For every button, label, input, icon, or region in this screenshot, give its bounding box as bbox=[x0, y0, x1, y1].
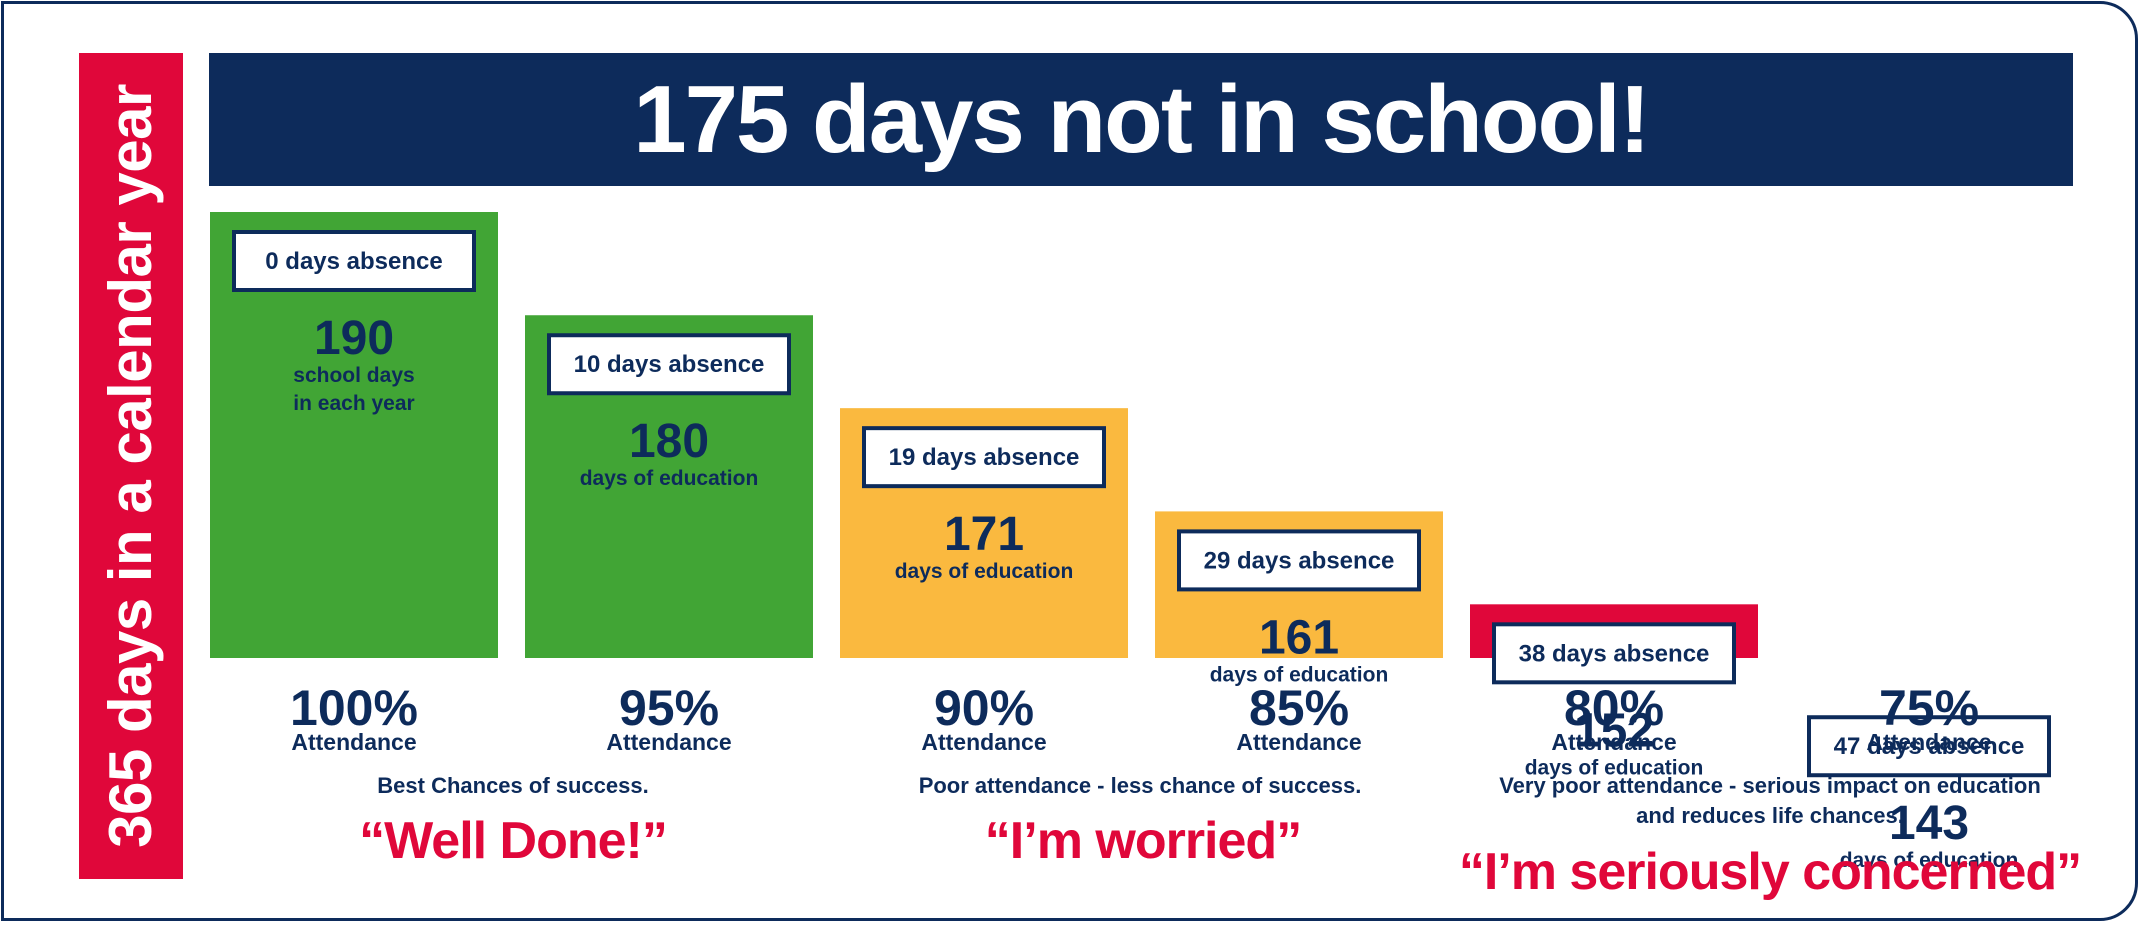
chart-title: 175 days not in school! bbox=[633, 65, 1651, 173]
absence-label-box bbox=[1177, 529, 1421, 592]
group-note-line: and reduces life chances. bbox=[1636, 803, 1904, 828]
group-quote-3: “I’m seriously concerned” bbox=[1458, 843, 2082, 901]
data-label-value: 152 bbox=[1574, 704, 1654, 757]
group-note-line: Very poor attendance - serious impact on… bbox=[1499, 773, 2041, 798]
data-label-caption: days of education bbox=[895, 560, 1074, 583]
absence-label: 10 days absence bbox=[574, 351, 765, 378]
data-label-value: 190 bbox=[314, 312, 394, 365]
group-quote-1: “Well Done!” bbox=[359, 812, 668, 870]
group-note-1: Best Chances of success. bbox=[210, 771, 816, 801]
absence-label-box bbox=[232, 230, 476, 292]
data-label-caption: days of education bbox=[1210, 663, 1389, 686]
absence-label: 19 days absence bbox=[889, 444, 1080, 471]
group-note-3: Very poor attendance - serious impact on… bbox=[1400, 771, 2140, 831]
data-label-caption: days of education bbox=[580, 467, 759, 490]
group-quote-2: “I’m worried” bbox=[984, 812, 1302, 870]
data-label-value: 143 bbox=[1889, 797, 1969, 850]
data-label-value: 161 bbox=[1259, 611, 1339, 664]
group-note-2: Poor attendance - less chance of success… bbox=[790, 771, 1490, 801]
data-label-caption: in each year bbox=[293, 392, 414, 415]
category-tick-label: 85% bbox=[1249, 680, 1349, 736]
absence-label-box bbox=[862, 426, 1106, 489]
absence-label: 38 days absence bbox=[1519, 640, 1710, 667]
attendance-label: Attendance bbox=[291, 729, 416, 755]
category-tick-label: 100% bbox=[290, 680, 418, 736]
absence-label: 29 days absence bbox=[1204, 547, 1395, 574]
group-note-line: Poor attendance - less chance of success… bbox=[918, 773, 1362, 798]
category-tick-label: 90% bbox=[934, 680, 1034, 736]
absence-label-box bbox=[1807, 715, 2051, 778]
absence-label-box bbox=[1492, 622, 1736, 685]
category-tick-label: 80% bbox=[1564, 680, 1664, 736]
absence-label: 0 days absence bbox=[265, 248, 442, 275]
data-label-caption: days of education bbox=[1840, 849, 2019, 872]
category-tick-label: 95% bbox=[619, 680, 719, 736]
group-note-line: Best Chances of success. bbox=[377, 773, 649, 798]
side-banner bbox=[79, 53, 183, 879]
data-label-value: 180 bbox=[629, 415, 709, 468]
data-label-value: 171 bbox=[944, 508, 1024, 561]
data-label-caption: days of education bbox=[1525, 756, 1704, 779]
attendance-label: Attendance bbox=[1236, 729, 1361, 755]
attendance-label: Attendance bbox=[606, 729, 731, 755]
header-banner: 175 days not in school! bbox=[209, 53, 2073, 186]
category-tick-label: 75% bbox=[1879, 680, 1979, 736]
absence-label: 47 days absence bbox=[1834, 733, 2025, 760]
data-label-caption: school days bbox=[293, 364, 414, 387]
absence-label-box bbox=[547, 333, 791, 396]
attendance-label: Attendance bbox=[1551, 729, 1676, 755]
attendance-label: Attendance bbox=[921, 729, 1046, 755]
attendance-label: Attendance bbox=[1866, 729, 1991, 755]
